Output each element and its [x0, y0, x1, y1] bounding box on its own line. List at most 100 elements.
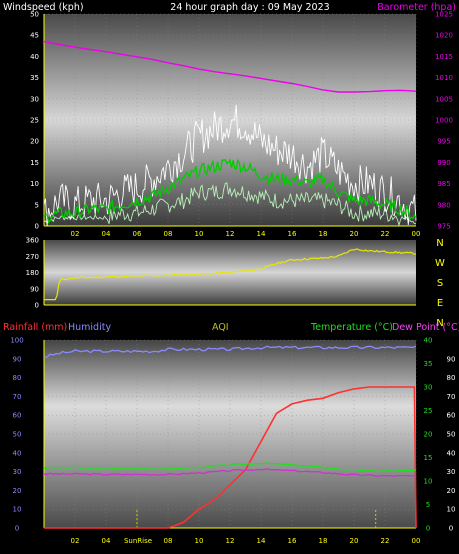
y-tick-label: 10 [30, 180, 39, 188]
rain-tick-label: 50 [13, 431, 22, 439]
temperature-axis-label: Temperature (°C) [310, 322, 393, 333]
humidity-tick-label: 80 [447, 374, 456, 382]
temperature-line [43, 462, 417, 473]
aqi-label: AQI [212, 322, 229, 333]
rain-tick-label: 70 [13, 393, 22, 401]
direction-tick-label: 270 [26, 253, 39, 261]
humidity-axis-label: Humidity [68, 322, 111, 333]
humidity-tick-label: 70 [447, 393, 456, 401]
temp-tick-label: 40 [424, 337, 433, 345]
x-tick-label: 16 [288, 230, 297, 238]
temp-tick-label: 20 [424, 431, 433, 439]
y-tick-label: 30 [30, 95, 39, 103]
x-tick-label: 10 [195, 537, 204, 545]
dewpoint-axis-label: Dew Point (°C) [392, 322, 459, 333]
y-right-tick-label: 980 [437, 201, 450, 209]
barometer-axis-label: Barometer (hpa) [377, 2, 456, 13]
y-tick-label: 5 [35, 201, 39, 209]
rain-tick-label: 20 [13, 487, 22, 495]
compass-label: S [437, 278, 443, 289]
direction-tick-label: 360 [26, 237, 39, 245]
temp-tick-label: 0 [426, 525, 430, 533]
y-right-tick-label: 990 [437, 159, 450, 167]
barometer-line [43, 40, 417, 93]
x-tick-label: 12 [226, 230, 235, 238]
x-tick-label: 22 [381, 230, 390, 238]
rain-tick-label: 10 [13, 506, 22, 514]
y-tick-label: 0 [35, 223, 39, 231]
y-right-tick-label: 1020 [435, 32, 453, 40]
rainfall-line [44, 386, 417, 529]
windspeed-axis-label: Windspeed (kph) [3, 2, 84, 13]
rain-tick-label: 40 [13, 449, 22, 457]
sunrise-label: SunRise [124, 537, 152, 545]
dewpoint-line [43, 468, 417, 477]
temp-tick-label: 25 [424, 407, 433, 415]
compass-label: N [436, 318, 443, 329]
temp-tick-label: 30 [424, 384, 433, 392]
x-tick-label: 10 [195, 230, 204, 238]
x-tick-label: 14 [257, 230, 266, 238]
x-tick-label: 02 [71, 230, 80, 238]
x-tick-label: 08 [164, 537, 173, 545]
rain-tick-label: 100 [10, 337, 23, 345]
x-tick-label: 12 [226, 537, 235, 545]
humidity-tick-label: 60 [447, 412, 456, 420]
temp-tick-label: 5 [426, 501, 430, 509]
y-right-tick-label: 1010 [435, 74, 453, 82]
x-tick-label: 16 [288, 537, 297, 545]
chart-title: 24 hour graph day : 09 May 2023 [170, 2, 329, 13]
compass-label: N [436, 238, 443, 249]
temp-tick-label: 15 [424, 454, 433, 462]
humidity-tick-label: 10 [447, 506, 456, 514]
x-tick-label: 20 [350, 230, 359, 238]
x-tick-label: 04 [102, 537, 111, 545]
direction-tick-label: 0 [35, 302, 39, 310]
rain-tick-label: 0 [15, 525, 19, 533]
humidity-tick-label: 30 [447, 468, 456, 476]
x-tick-label: 00 [412, 537, 421, 545]
x-tick-label: 06 [133, 230, 142, 238]
y-tick-label: 15 [30, 159, 39, 167]
x-tick-label: 22 [381, 537, 390, 545]
humidity-tick-label: 20 [447, 487, 456, 495]
x-tick-label: 20 [350, 537, 359, 545]
rain-tick-label: 60 [13, 412, 22, 420]
x-tick-label: 08 [164, 230, 173, 238]
humidity-tick-label: 50 [447, 431, 456, 439]
rainfall-axis-label: Rainfall (mm) [3, 322, 67, 333]
y-right-tick-label: 1025 [435, 11, 453, 19]
x-tick-label: 18 [319, 230, 328, 238]
x-tick-label: 18 [319, 537, 328, 545]
y-tick-label: 25 [30, 117, 39, 125]
direction-tick-label: 90 [30, 285, 39, 293]
compass-label: E [437, 298, 443, 309]
y-right-tick-label: 975 [437, 223, 450, 231]
rain-tick-label: 30 [13, 468, 22, 476]
windspeed-series-line [43, 104, 417, 227]
y-right-tick-label: 1000 [435, 117, 453, 125]
x-tick-label: 04 [102, 230, 111, 238]
rain-tick-label: 80 [13, 374, 22, 382]
y-tick-label: 45 [30, 32, 39, 40]
y-right-tick-label: 1015 [435, 53, 453, 61]
humidity-tick-label: 90 [447, 355, 456, 363]
y-tick-label: 20 [30, 138, 39, 146]
y-right-tick-label: 1005 [435, 95, 453, 103]
humidity-tick-label: 40 [447, 449, 456, 457]
compass-label: W [435, 258, 445, 269]
y-tick-label: 35 [30, 74, 39, 82]
temp-tick-label: 10 [424, 478, 433, 486]
y-right-tick-label: 985 [437, 180, 450, 188]
humidity-line [43, 345, 417, 359]
direction-tick-label: 180 [26, 269, 39, 277]
x-tick-label: 00 [412, 230, 421, 238]
temp-tick-label: 35 [424, 360, 433, 368]
y-tick-label: 50 [30, 11, 39, 19]
x-tick-label: 14 [257, 537, 266, 545]
x-tick-label: 02 [71, 537, 80, 545]
humidity-tick-label: 0 [449, 525, 453, 533]
y-right-tick-label: 995 [437, 138, 450, 146]
y-tick-label: 40 [30, 53, 39, 61]
